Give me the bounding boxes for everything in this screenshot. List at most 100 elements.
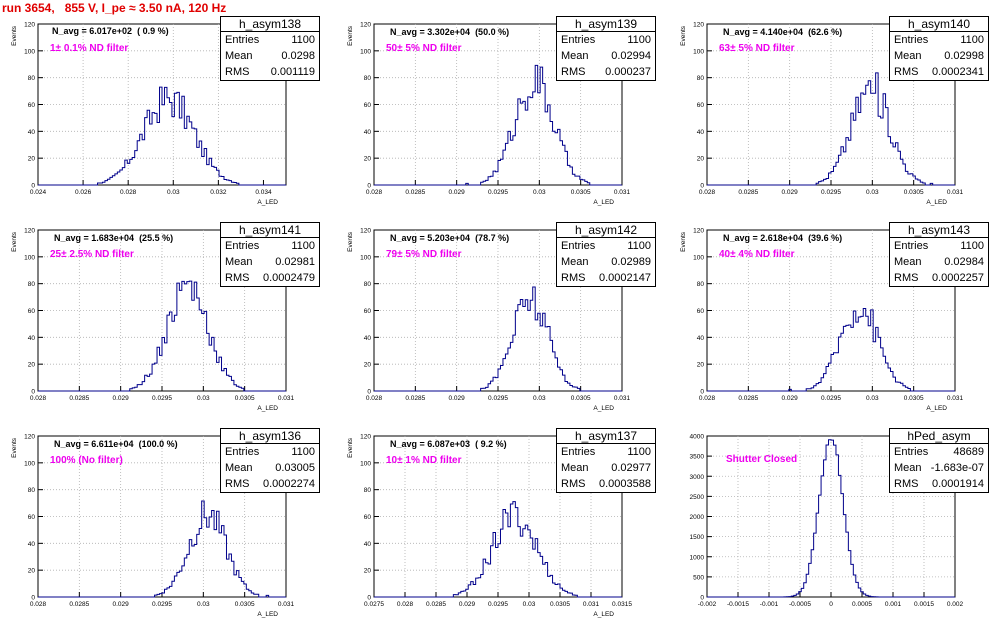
- stat-value-mean: 0.02984: [944, 256, 984, 268]
- x-tick-label: 0.029: [449, 189, 466, 196]
- stat-label: Entries: [225, 34, 260, 46]
- y-tick-label: 0: [367, 183, 371, 190]
- filter-label: 79± 5% ND filter: [386, 249, 462, 260]
- histogram-pad: 0.028 0.0285 0.029 0.0295 0.03 0.0305 0.031 0 20…: [671, 16, 991, 218]
- stat-label: RMS: [561, 66, 586, 78]
- stat-value-entries: 48689: [953, 446, 984, 458]
- stat-row-rms: RMS 0.001119: [221, 64, 319, 80]
- stat-box: h_asym136 Entries 1100 Mean 0.03005 RMS 0.0002…: [220, 428, 320, 493]
- y-tick-label: 120: [24, 22, 35, 29]
- stat-box: h_asym139 Entries 1100 Mean 0.02994 RMS 0.0002…: [556, 16, 656, 81]
- stat-row-mean: Mean 0.02998: [890, 48, 988, 64]
- y-tick-label: 3500: [690, 454, 705, 461]
- x-tick-label: 0.032: [210, 189, 227, 196]
- y-tick-label: 120: [24, 434, 35, 441]
- x-tick-label: 0.0295: [488, 189, 508, 196]
- x-tick-label: 0.0305: [235, 395, 255, 402]
- y-tick-label: 100: [693, 48, 704, 55]
- stat-value-mean: 0.02994: [611, 50, 651, 62]
- stat-label: Entries: [894, 34, 929, 46]
- x-tick-label: 0.029: [782, 395, 799, 402]
- stat-row-entries: Entries 1100: [890, 238, 988, 254]
- x-tick-label: 0.03: [866, 395, 879, 402]
- x-tick-label: 0.028: [30, 601, 47, 608]
- y-tick-label: 0: [700, 389, 704, 396]
- stat-label: Entries: [225, 446, 260, 458]
- stat-label: Mean: [894, 256, 922, 268]
- histogram-line: [374, 64, 622, 186]
- stat-value-mean: 0.02977: [611, 462, 651, 474]
- run-title: run 3654, 855 V, I_pe ≈ 3.50 nA, 120 Hz: [2, 1, 227, 15]
- stat-label: Entries: [561, 446, 596, 458]
- stat-value-entries: 1100: [291, 446, 315, 458]
- x-tick-label: 0.0005: [852, 601, 872, 608]
- stat-box: h_asym138 Entries 1100 Mean 0.0298 RMS 0.00111…: [220, 16, 320, 81]
- stat-label: RMS: [225, 478, 250, 490]
- stat-row-entries: Entries 1100: [557, 32, 655, 48]
- stat-label: Mean: [225, 462, 253, 474]
- navg-label: N_avg = 6.611e+04 (100.0 %): [54, 439, 178, 449]
- stat-value-rms: 0.0001914: [932, 478, 984, 490]
- x-tick-label: 0.024: [30, 189, 47, 196]
- x-tick-label: 0.03: [167, 189, 180, 196]
- y-tick-label: 500: [693, 574, 704, 581]
- y-tick-label: 0: [31, 389, 35, 396]
- stat-value-mean: 0.0298: [281, 50, 315, 62]
- stat-value-rms: 0.0002274: [263, 478, 315, 490]
- x-tick-label: 0.0295: [488, 601, 508, 608]
- stat-label: Mean: [561, 256, 589, 268]
- stat-label: RMS: [225, 272, 250, 284]
- x-tick-label: 0.028: [699, 395, 716, 402]
- x-tick-label: 0.029: [459, 601, 476, 608]
- y-tick-label: 80: [697, 281, 705, 288]
- stat-box-title: h_asym143: [890, 223, 988, 238]
- y-axis-title: Events: [11, 231, 18, 252]
- x-tick-label: 0.028: [397, 601, 414, 608]
- stat-box-title: h_asym140: [890, 17, 988, 32]
- histogram-pad: 0.028 0.0285 0.029 0.0295 0.03 0.0305 0.031 0 20…: [2, 222, 322, 424]
- histogram-line: [38, 500, 286, 598]
- y-tick-label: 0: [700, 595, 704, 602]
- x-tick-label: 0.028: [699, 189, 716, 196]
- x-axis-title: A_LED: [926, 405, 947, 412]
- histogram-pad: 0.0275 0.028 0.0285 0.029 0.0295 0.03 0.0305 0.…: [338, 428, 658, 630]
- stat-row-rms: RMS 0.0002341: [890, 64, 988, 80]
- x-tick-label: 0.029: [449, 395, 466, 402]
- x-tick-label: 0.028: [120, 189, 137, 196]
- y-tick-label: 20: [697, 362, 705, 369]
- stat-box-title: h_asym139: [557, 17, 655, 32]
- y-tick-label: 100: [24, 48, 35, 55]
- y-tick-label: 0: [31, 183, 35, 190]
- y-tick-label: 40: [28, 129, 36, 136]
- stat-row-entries: Entries 1100: [221, 32, 319, 48]
- histogram-line: [707, 307, 955, 392]
- y-tick-label: 60: [697, 308, 705, 315]
- stat-row-rms: RMS 0.0002257: [890, 270, 988, 286]
- y-axis-title: Events: [680, 25, 687, 46]
- stat-value-mean: 0.02981: [275, 256, 315, 268]
- y-axis-title: Events: [347, 231, 354, 252]
- stat-box-title: h_asym142: [557, 223, 655, 238]
- y-tick-label: 40: [364, 541, 372, 548]
- stat-label: Entries: [894, 446, 929, 458]
- x-tick-label: 0.031: [614, 189, 631, 196]
- filter-label: 63± 5% ND filter: [719, 43, 795, 54]
- x-tick-label: 0.0295: [152, 601, 172, 608]
- filter-label: 100% (No filter): [50, 455, 123, 466]
- stat-label: RMS: [894, 272, 919, 284]
- y-tick-label: 40: [28, 541, 36, 548]
- filter-label: 10± 1% ND filter: [386, 455, 462, 466]
- stat-label: Mean: [225, 50, 253, 62]
- filter-label: 50± 5% ND filter: [386, 43, 462, 54]
- x-tick-label: 0.031: [614, 395, 631, 402]
- x-tick-label: 0.0285: [69, 601, 89, 608]
- x-tick-label: 0.0285: [738, 189, 758, 196]
- x-tick-label: 0.0305: [571, 395, 591, 402]
- histogram-pad: -0.002 -0.0015 -0.001 -0.0005 0 0.0005 0.001 0.…: [671, 428, 991, 630]
- x-tick-label: 0.002: [947, 601, 964, 608]
- histogram-pad: 0.028 0.0285 0.029 0.0295 0.03 0.0305 0.031 0 20…: [338, 16, 658, 218]
- x-tick-label: 0.031: [278, 395, 295, 402]
- y-axis-title: Events: [347, 25, 354, 46]
- histogram-line: [707, 439, 955, 598]
- stat-box: h_asym141 Entries 1100 Mean 0.02981 RMS 0.0002…: [220, 222, 320, 287]
